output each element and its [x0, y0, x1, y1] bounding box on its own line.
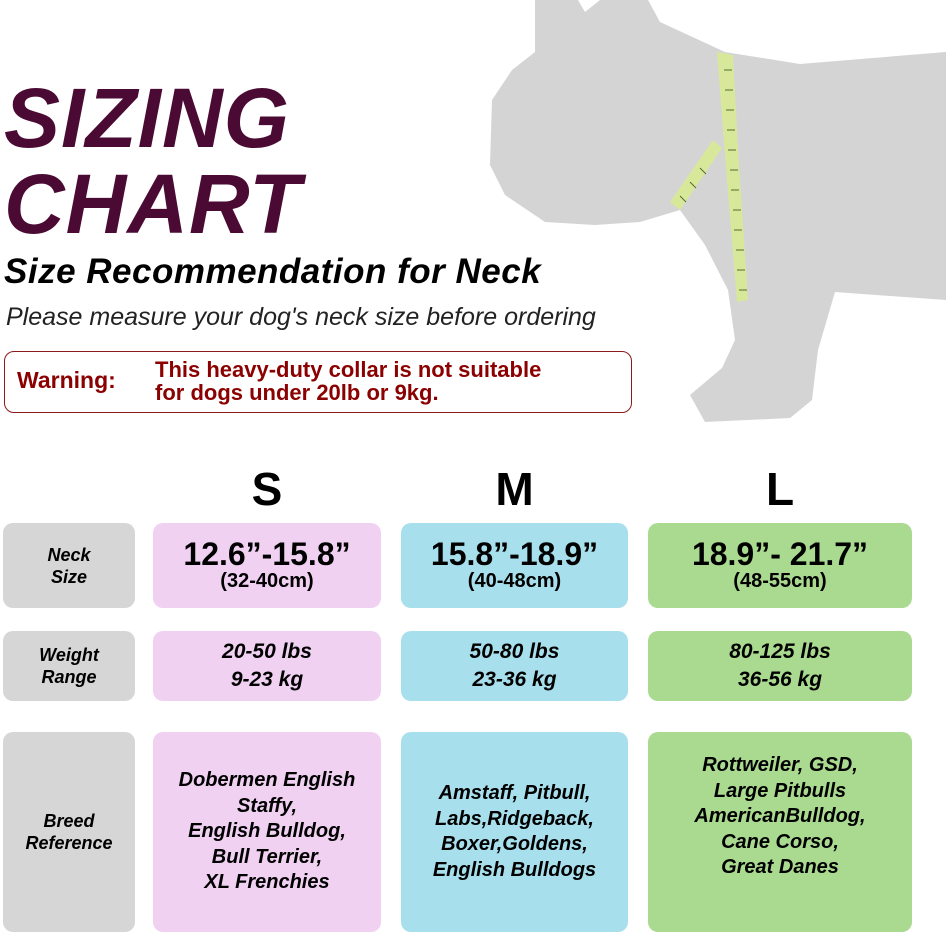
label-text: Size: [50, 566, 88, 587]
breed-line: Boxer,Goldens,: [441, 833, 588, 855]
breed-line: Amstaff, Pitbull,: [438, 782, 591, 804]
breed-line: AmericanBulldog,: [694, 805, 866, 828]
row-label-breed-reference: Breed Reference: [3, 732, 135, 932]
label-text: Breed: [43, 811, 95, 831]
breed-line: Large Pitbulls: [713, 779, 847, 802]
neck-cm: (32-40cm): [220, 570, 314, 592]
weight-lbs: 20-50 lbs: [222, 640, 312, 663]
neck-size-l: 18.9”- 21.7” (48-55cm): [648, 523, 912, 608]
size-header-m: M: [495, 463, 534, 515]
neck-size-s: 12.6”-15.8” (32-40cm): [153, 523, 381, 608]
breed-reference-m: Amstaff, Pitbull, Labs,Ridgeback, Boxer,…: [401, 732, 628, 932]
instruction-text: Please measure your dog's neck size befo…: [6, 303, 596, 331]
label-text: Neck: [47, 544, 91, 565]
weight-lbs: 50-80 lbs: [469, 640, 560, 663]
dog-silhouette-illustration: [490, 0, 946, 422]
row-label-weight-range: Weight Range: [3, 631, 135, 701]
breed-reference-l: Rottweiler, GSD, Large Pitbulls American…: [648, 732, 912, 932]
weight-kg: 23-36 kg: [472, 668, 557, 691]
weight-lbs: 80-125 lbs: [729, 640, 831, 663]
warning-message: This heavy-duty collar is not suitable f…: [155, 358, 541, 404]
breed-line: Labs,Ridgeback,: [435, 807, 594, 830]
title-line-2: CHART: [4, 157, 302, 251]
warning-box: Warning: This heavy-duty collar is not s…: [4, 351, 632, 413]
weight-range-l: 80-125 lbs 36-56 kg: [648, 631, 912, 701]
title-line-1: SIZING: [4, 71, 291, 165]
weight-kg: 9-23 kg: [230, 668, 304, 691]
warning-line-1: This heavy-duty collar is not suitable: [155, 357, 542, 382]
subtitle: Size Recommendation for Neck: [4, 252, 542, 291]
breed-line: XL Frenchies: [204, 871, 330, 894]
breed-line: Great Danes: [721, 856, 839, 879]
neck-cm: (48-55cm): [733, 570, 827, 592]
row-label-neck-size: Neck Size: [3, 523, 135, 608]
breed-line: Bull Terrier,: [211, 845, 323, 868]
size-header-s: S: [251, 463, 283, 515]
weight-kg: 36-56 kg: [737, 668, 823, 691]
breed-line: Dobermen English: [178, 769, 356, 792]
breed-line: English Bulldog,: [188, 820, 346, 843]
label-text: Reference: [25, 833, 113, 853]
neck-cm: (40-48cm): [467, 570, 562, 592]
label-text: Weight: [39, 645, 99, 665]
neck-inches: 12.6”-15.8”: [183, 536, 351, 572]
warning-label: Warning:: [17, 367, 116, 393]
label-text: Range: [41, 667, 97, 687]
weight-range-s: 20-50 lbs 9-23 kg: [153, 631, 381, 701]
neck-inches: 15.8”-18.9”: [430, 536, 599, 572]
breed-line: Rottweiler, GSD,: [702, 754, 858, 777]
neck-size-m: 15.8”-18.9” (40-48cm): [401, 523, 628, 608]
weight-range-m: 50-80 lbs 23-36 kg: [401, 631, 628, 701]
breed-reference-s: Dobermen English Staffy, English Bulldog…: [153, 732, 381, 932]
breed-line: Staffy,: [236, 794, 298, 817]
breed-line: English Bulldogs: [432, 858, 597, 881]
neck-inches: 18.9”- 21.7”: [691, 536, 869, 572]
warning-line-2: for dogs under 20lb or 9kg.: [155, 380, 439, 405]
breed-line: Cane Corso,: [721, 830, 839, 853]
size-header-l: L: [765, 463, 795, 515]
